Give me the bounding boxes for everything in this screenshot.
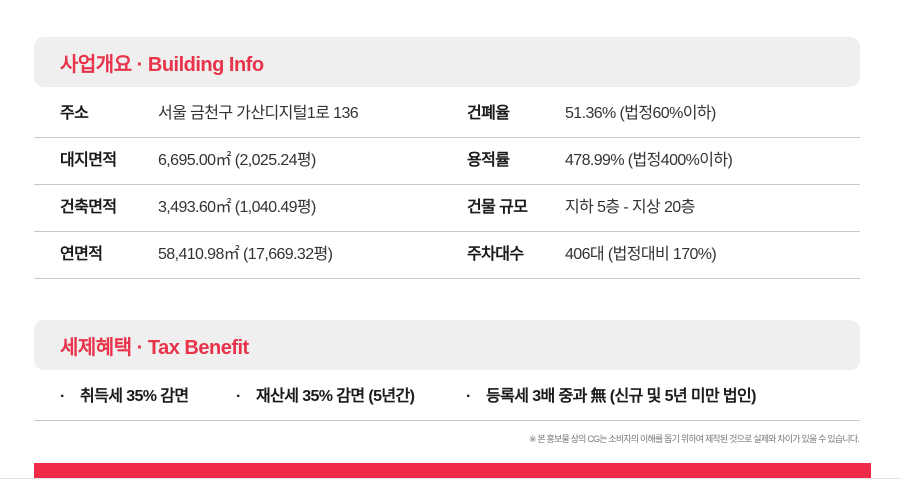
row-label: 건폐율 xyxy=(467,105,510,122)
bullet-icon: · xyxy=(236,388,241,405)
tax-benefit-list: · 취득세 35% 감면 · 재산세 35% 감면 (5년간) · 등록세 3배 중과… xyxy=(34,374,860,421)
row-label: 건축면적 xyxy=(60,199,117,216)
row-label: 건물 규모 xyxy=(467,199,528,216)
divider xyxy=(0,478,901,479)
row-value: 58,410.98㎡ (17,669.32평) xyxy=(158,246,333,263)
building-info-table: 주소 서울 금천구 가산디지털1로 136 건폐율 51.36% (법정60%이… xyxy=(34,91,860,279)
bottom-accent-bar xyxy=(34,463,871,478)
row-value: 지하 5층 - 지상 20층 xyxy=(565,199,695,216)
bullet-icon: · xyxy=(466,388,471,405)
row-label: 주차대수 xyxy=(467,246,524,263)
row-value: 478.99% (법정400%이하) xyxy=(565,152,733,169)
row-value: 406대 (법정대비 170%) xyxy=(565,246,717,263)
row-label: 대지면적 xyxy=(60,152,117,169)
benefit-text: 등록세 3배 중과 無 (신규 및 5년 미만 법인) xyxy=(486,388,757,405)
list-item: · 취득세 35% 감면 xyxy=(60,374,189,420)
tax-benefit-header: 세제혜택 · Tax Benefit xyxy=(34,320,860,370)
table-row: 연면적 58,410.98㎡ (17,669.32평) 주차대수 406대 (법… xyxy=(34,232,860,279)
table-row: 건축면적 3,493.60㎡ (1,040.49평) 건물 규모 지하 5층 -… xyxy=(34,185,860,232)
row-label: 주소 xyxy=(60,105,89,122)
tax-benefit-title: 세제혜택 · Tax Benefit xyxy=(60,336,249,359)
building-info-header: 사업개요 · Building Info xyxy=(34,37,860,87)
row-value: 3,493.60㎡ (1,040.49평) xyxy=(158,199,316,216)
list-item: · 등록세 3배 중과 無 (신규 및 5년 미만 법인) xyxy=(466,374,757,420)
benefit-text: 재산세 35% 감면 (5년간) xyxy=(256,388,415,405)
row-value: 51.36% (법정60%이하) xyxy=(565,105,716,122)
list-item: · 재산세 35% 감면 (5년간) xyxy=(236,374,415,420)
table-row: 대지면적 6,695.00㎡ (2,025.24평) 용적률 478.99% (… xyxy=(34,138,860,185)
row-value: 서울 금천구 가산디지털1로 136 xyxy=(158,105,359,122)
row-label: 연면적 xyxy=(60,246,103,263)
building-info-title: 사업개요 · Building Info xyxy=(60,53,264,76)
benefit-text: 취득세 35% 감면 xyxy=(80,388,189,405)
row-value: 6,695.00㎡ (2,025.24평) xyxy=(158,152,316,169)
disclaimer-text: ※ 본 홍보물 상의 CG는 소비자의 이해를 돕기 위하여 제작된 것으로 실… xyxy=(528,434,860,444)
table-row: 주소 서울 금천구 가산디지털1로 136 건폐율 51.36% (법정60%이… xyxy=(34,91,860,138)
bullet-icon: · xyxy=(60,388,65,405)
row-label: 용적률 xyxy=(467,152,510,169)
